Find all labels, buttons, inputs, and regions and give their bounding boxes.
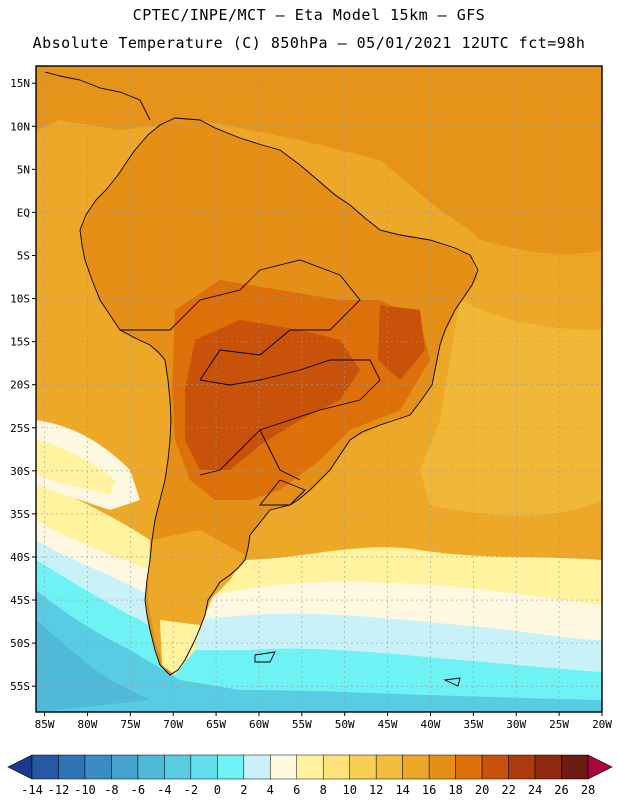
field-subtropical-east <box>420 300 602 516</box>
lon-tick-label: 50W <box>335 718 355 731</box>
colorbar-label: -12 <box>48 783 70 797</box>
colorbar: -14 -12 -10 -8 -6 -4 -2 0 2 4 6 8 10 12 14 16 18 20 22 24 26… <box>7 754 613 797</box>
colorbar-label: 2 <box>240 783 247 797</box>
lat-tick-label: 10S <box>10 293 30 306</box>
lon-tick-label: 65W <box>206 718 226 731</box>
map-frame <box>35 65 603 713</box>
colorbar-swatch <box>58 754 86 780</box>
uruguay-outline <box>259 479 306 506</box>
lon-tick-label: 40W <box>421 718 441 731</box>
lat-tick-label: 20S <box>10 379 30 392</box>
colorbar-swatch <box>322 754 350 780</box>
colorbar-swatch <box>455 754 483 780</box>
lon-tick-label: 70W <box>163 718 183 731</box>
colorbar-swatch <box>243 754 271 780</box>
colorbar-label: 22 <box>501 783 515 797</box>
graticule <box>36 66 602 712</box>
lat-tick-label: 5S <box>17 249 30 262</box>
colorbar-label: 14 <box>395 783 409 797</box>
colorbar-label: -6 <box>131 783 145 797</box>
field-continent-hot-east <box>378 305 425 380</box>
lat-tick-label: 10N <box>10 120 30 133</box>
colorbar-label: -4 <box>157 783 171 797</box>
temperature-field <box>36 66 602 712</box>
colorbar-label: -8 <box>104 783 118 797</box>
colorbar-label: 20 <box>475 783 489 797</box>
lon-tick-label: 80W <box>78 718 98 731</box>
lon-tick-label: 75W <box>120 718 140 731</box>
colorbar-label: -10 <box>74 783 96 797</box>
lon-tick-label: 30W <box>506 718 526 731</box>
colorbar-swatch <box>137 754 165 780</box>
colorbar-swatch <box>428 754 456 780</box>
colorbar-label: 10 <box>342 783 356 797</box>
field-cool-pocket-west-inner <box>36 440 115 495</box>
field-cold-band <box>36 590 602 712</box>
colorbar-swatch <box>84 754 112 780</box>
colorbar-label: 18 <box>448 783 462 797</box>
lat-tick-label: 45S <box>10 594 30 607</box>
colorbar-max-triangle <box>587 754 613 780</box>
colorbar-label: 28 <box>581 783 595 797</box>
colorbar-swatch <box>111 754 139 780</box>
colorbar-label: -14 <box>21 783 43 797</box>
country-borders-north <box>120 259 361 381</box>
lat-tick-label: 15N <box>10 77 30 90</box>
field-patagonia-south <box>160 620 200 675</box>
lat-tick-label: 55S <box>10 680 30 693</box>
colorbar-swatch <box>561 754 589 780</box>
chart-title-line-1: CPTEC/INPE/MCT – Eta Model 15km – GFS <box>132 6 486 24</box>
colorbar-swatch <box>217 754 245 780</box>
lat-tick-label: EQ <box>17 206 30 219</box>
colorbar-label: -2 <box>184 783 198 797</box>
colorbar-label: 12 <box>369 783 383 797</box>
colorbar-label: 8 <box>320 783 327 797</box>
field-cyan-band <box>36 560 602 712</box>
colorbar-label: 4 <box>267 783 274 797</box>
longitude-axis: 85W 80W 75W 70W 65W 60W 55W 50W 45W 40W 35W 30W 25W 2… <box>35 712 612 731</box>
country-borders-south <box>199 359 381 481</box>
field-colder-band <box>36 620 150 712</box>
colorbar-swatch <box>31 754 59 780</box>
lon-tick-label: 85W <box>35 718 55 731</box>
lat-tick-label: 35S <box>10 508 30 521</box>
lat-tick-label: 40S <box>10 551 30 564</box>
lon-tick-label: 20W <box>592 718 612 731</box>
field-continent-hot-core <box>185 320 360 470</box>
colorbar-swatch <box>164 754 192 780</box>
lon-tick-label: 35W <box>463 718 483 731</box>
colorbar-min-triangle <box>7 754 33 780</box>
lat-tick-label: 15S <box>10 336 30 349</box>
field-tropical-ocean <box>36 66 602 255</box>
colorbar-swatch <box>534 754 562 780</box>
colorbar-label: 0 <box>214 783 221 797</box>
chart-title-line-2: Absolute Temperature (C) 850hPa – 05/01/… <box>32 34 586 52</box>
colorbar-label: 24 <box>528 783 542 797</box>
colorbar-swatch <box>375 754 403 780</box>
lon-tick-label: 55W <box>292 718 312 731</box>
lat-tick-label: 5N <box>17 163 30 176</box>
central-america-coastline <box>44 71 151 121</box>
lat-tick-label: 30S <box>10 465 30 478</box>
colorbar-swatch <box>481 754 509 780</box>
lat-tick-label: 25S <box>10 422 30 435</box>
colorbar-swatch <box>508 754 536 780</box>
colorbar-swatch <box>402 754 430 780</box>
latitude-axis: 15N 10N 5N EQ 5S 10S 15S 20S 25S 30S 35S 40S 45S 50S 5… <box>10 77 36 693</box>
colorbar-swatch <box>296 754 324 780</box>
lat-tick-label: 50S <box>10 637 30 650</box>
lon-tick-label: 25W <box>549 718 569 731</box>
colorbar-label: 26 <box>554 783 568 797</box>
colorbar-label: 6 <box>293 783 300 797</box>
south-america-coastline <box>79 117 479 676</box>
colorbar-label: 16 <box>422 783 436 797</box>
islands <box>254 651 461 687</box>
coastlines <box>44 71 479 687</box>
lon-tick-label: 45W <box>378 718 398 731</box>
lon-tick-label: 60W <box>249 718 269 731</box>
colorbar-swatch <box>349 754 377 780</box>
colorbar-swatch <box>190 754 218 780</box>
colorbar-swatch <box>270 754 298 780</box>
